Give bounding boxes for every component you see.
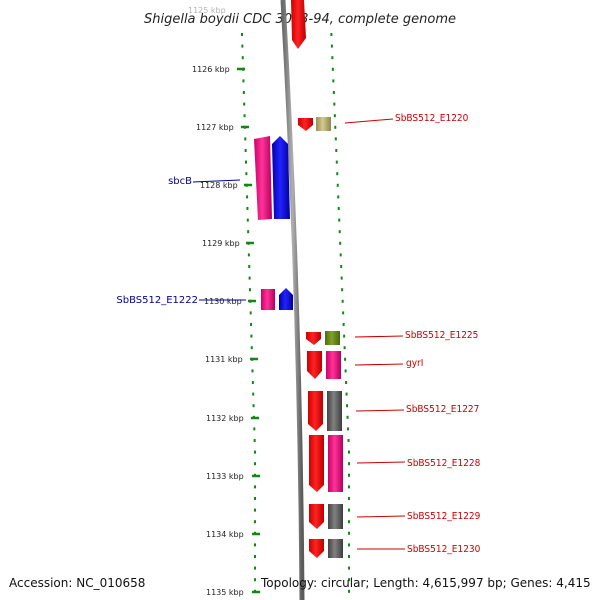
gene-block[interactable] bbox=[325, 331, 340, 345]
gene-block[interactable] bbox=[328, 504, 343, 529]
kbp-label: 1131 kbp bbox=[205, 355, 243, 364]
gene-label[interactable]: SbBS512_E1220 bbox=[395, 113, 469, 124]
kbp-label: 1125 kbp bbox=[188, 6, 226, 15]
gene-block[interactable] bbox=[261, 289, 275, 310]
kbp-label: 1129 kbp bbox=[202, 239, 240, 248]
kbp-ruler: 1125 kbp 1126 kbp 1127 kbp 1128 kbp 1129… bbox=[188, 6, 244, 597]
gene-arrow[interactable] bbox=[279, 288, 293, 310]
leader-lines-right bbox=[344, 118, 406, 550]
gene-label[interactable]: sbcB bbox=[168, 176, 192, 187]
leader-line bbox=[344, 118, 394, 124]
leader-line bbox=[354, 335, 404, 338]
leader-line bbox=[356, 461, 406, 464]
gene-arrow[interactable] bbox=[306, 332, 321, 345]
gene-arrow[interactable] bbox=[309, 504, 324, 529]
gene-label[interactable]: SbBS512_E1222 bbox=[116, 295, 198, 306]
gene-label[interactable]: SbBS512_E1228 bbox=[407, 458, 481, 469]
gene-label[interactable]: SbBS512_E1229 bbox=[407, 511, 481, 522]
gene-labels-left: sbcB SbBS512_E1222 bbox=[116, 176, 198, 306]
gene-block[interactable] bbox=[328, 435, 343, 492]
leader-line bbox=[192, 179, 241, 183]
right-tick-track bbox=[330, 33, 350, 593]
gene-arrow[interactable] bbox=[272, 136, 290, 219]
kbp-label: 1128 kbp bbox=[200, 181, 238, 190]
kbp-label: 1132 kbp bbox=[206, 414, 244, 423]
gene-arrow[interactable] bbox=[298, 118, 313, 131]
genome-summary-text: Topology: circular; Length: 4,615,997 bp… bbox=[260, 576, 591, 590]
gene-block[interactable] bbox=[326, 351, 341, 379]
genome-backbone bbox=[280, 0, 305, 600]
gene-block[interactable] bbox=[316, 117, 331, 131]
leader-lines-left bbox=[192, 179, 246, 301]
kbp-label: 1130 kbp bbox=[204, 297, 242, 306]
gene-arrow[interactable] bbox=[307, 351, 322, 379]
kbp-label: 1133 kbp bbox=[206, 472, 244, 481]
gene-arrow[interactable] bbox=[309, 539, 324, 558]
gene-arrow[interactable] bbox=[254, 136, 272, 220]
gene-block[interactable] bbox=[327, 391, 342, 431]
gene-label[interactable]: gyrI bbox=[406, 358, 423, 369]
kbp-label: 1126 kbp bbox=[192, 65, 230, 74]
gene-block[interactable] bbox=[328, 539, 343, 558]
gene-labels-right: SbBS512_E1220 SbBS512_E1225 gyrI SbBS512… bbox=[395, 113, 481, 555]
gene-arrow[interactable] bbox=[291, 0, 306, 49]
gene-arrow[interactable] bbox=[308, 391, 323, 431]
gene-arrow[interactable] bbox=[309, 435, 324, 492]
major-ticks bbox=[237, 67, 260, 594]
accession-text: Accession: NC_010658 bbox=[9, 576, 145, 590]
kbp-label: 1127 kbp bbox=[196, 123, 234, 132]
left-tick-track bbox=[241, 33, 256, 593]
gene-label[interactable]: SbBS512_E1227 bbox=[406, 404, 479, 415]
kbp-label: 1135 kbp bbox=[206, 588, 244, 597]
leader-line bbox=[355, 409, 405, 412]
leader-line bbox=[356, 515, 406, 518]
gene-label[interactable]: SbBS512_E1225 bbox=[405, 330, 478, 341]
kbp-label: 1134 kbp bbox=[206, 530, 244, 539]
gene-label[interactable]: SbBS512_E1230 bbox=[407, 544, 481, 555]
leader-line bbox=[354, 363, 404, 366]
